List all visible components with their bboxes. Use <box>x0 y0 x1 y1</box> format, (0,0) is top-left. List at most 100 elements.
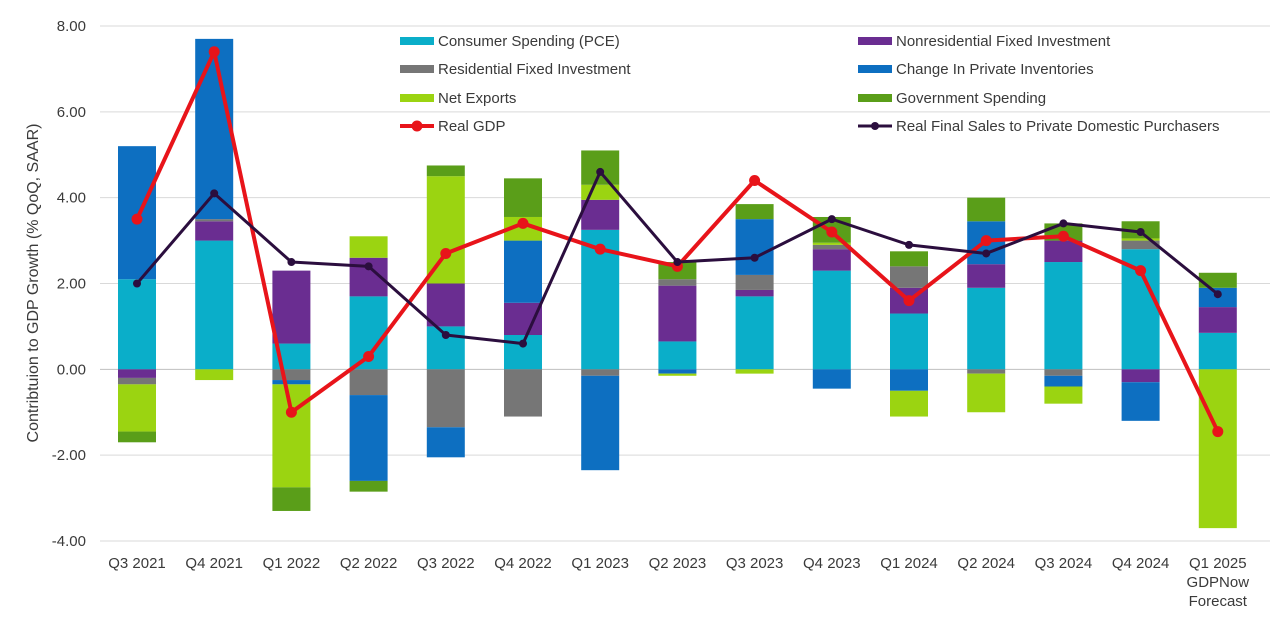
bar-government-spending <box>890 251 928 267</box>
bar-government-spending <box>118 431 156 443</box>
x-tick-label: Q2 2022 <box>340 555 398 572</box>
bar-change-in-private-inventories <box>349 395 388 481</box>
bar-nonresidential-fixed-investment <box>581 199 620 230</box>
bar-nonresidential-fixed-investment <box>118 369 156 378</box>
point-real-final-sales-to-private-domestic-purchasers <box>1059 219 1068 228</box>
x-tick-label-line: Q1 2023 <box>571 555 629 572</box>
point-real-gdp <box>1212 426 1224 438</box>
x-tick-label: Q3 2022 <box>417 555 475 572</box>
bar-change-in-private-inventories <box>504 240 542 303</box>
point-real-final-sales-to-private-domestic-purchasers <box>750 253 759 262</box>
point-real-final-sales-to-private-domestic-purchasers <box>441 331 450 339</box>
bar-government-spending <box>272 487 311 511</box>
bar-residential-fixed-investment <box>890 266 928 288</box>
y-tick-label: 6.00 <box>57 104 86 121</box>
bar-change-in-private-inventories <box>735 219 774 275</box>
point-real-final-sales-to-private-domestic-purchasers <box>905 240 913 249</box>
bar-government-spending <box>581 150 620 185</box>
legend-marker-real-final-sales-to-private-domestic-purchasers <box>871 122 879 130</box>
bar-net-exports <box>967 373 1006 413</box>
legend-label-change-in-private-inventories: Change In Private Inventories <box>896 61 1094 78</box>
bar-government-spending <box>349 480 388 492</box>
x-tick-label: Q4 2021 <box>185 555 243 572</box>
x-tick-label: Q4 2022 <box>494 555 552 572</box>
legend-swatch-nonresidential-fixed-investment <box>858 37 892 45</box>
bar-nonresidential-fixed-investment <box>1044 240 1083 263</box>
x-tick-label-line: Q2 2023 <box>649 555 707 572</box>
bar-residential-fixed-investment <box>581 369 620 376</box>
x-tick-label-line: GDPNow <box>1187 574 1250 591</box>
x-tick-label: Q2 2023 <box>649 555 707 572</box>
bar-nonresidential-fixed-investment <box>658 285 697 342</box>
y-tick-label: 0.00 <box>57 361 86 378</box>
bar-residential-fixed-investment <box>349 369 388 396</box>
x-tick-label-line: Q3 2021 <box>108 555 166 572</box>
legend-label-residential-fixed-investment: Residential Fixed Investment <box>438 61 631 78</box>
bar-net-exports <box>812 242 851 245</box>
point-real-final-sales-to-private-domestic-purchasers <box>673 258 682 267</box>
bar-nonresidential-fixed-investment <box>1198 307 1237 333</box>
bar-change-in-private-inventories <box>1044 375 1083 387</box>
point-real-gdp <box>131 213 143 225</box>
bar-nonresidential-fixed-investment <box>426 283 465 327</box>
bar-government-spending <box>967 197 1006 222</box>
bar-net-exports <box>1044 386 1083 404</box>
bar-consumer-spending-pce <box>967 287 1006 370</box>
x-tick-label-line: Q1 2022 <box>263 555 321 572</box>
bar-government-spending <box>426 165 465 177</box>
x-tick-label-line: Q2 2022 <box>340 555 398 572</box>
bar-net-exports <box>349 236 388 258</box>
bar-change-in-private-inventories <box>890 369 928 391</box>
bar-net-exports <box>658 373 697 376</box>
legend-label-real-gdp: Real GDP <box>438 118 506 135</box>
bar-net-exports <box>118 384 156 432</box>
bar-nonresidential-fixed-investment <box>504 302 542 335</box>
bar-net-exports <box>1121 238 1160 241</box>
bar-change-in-private-inventories <box>195 38 234 220</box>
legend-marker-real-gdp <box>411 120 423 132</box>
point-real-final-sales-to-private-domestic-purchasers <box>210 189 219 198</box>
bar-net-exports <box>195 369 234 381</box>
point-real-gdp <box>1057 230 1069 242</box>
x-tick-label: Q1 2025 GDPNow Forecast <box>1187 555 1250 610</box>
bar-net-exports <box>272 384 311 488</box>
legend-swatch-consumer-spending-pce <box>400 37 434 45</box>
bar-government-spending <box>1198 272 1237 288</box>
series-lines <box>131 46 1224 438</box>
bar-consumer-spending-pce <box>1044 262 1083 370</box>
point-real-final-sales-to-private-domestic-purchasers <box>287 258 296 267</box>
point-real-final-sales-to-private-domestic-purchasers <box>519 339 527 348</box>
point-real-gdp <box>517 217 529 229</box>
point-real-final-sales-to-private-domestic-purchasers <box>364 262 373 271</box>
bar-consumer-spending-pce <box>735 296 774 370</box>
legend-label-nonresidential-fixed-investment: Nonresidential Fixed Investment <box>896 33 1111 50</box>
x-tick-label: Q1 2024 <box>880 555 938 572</box>
bar-change-in-private-inventories <box>272 380 311 385</box>
bar-nonresidential-fixed-investment <box>195 221 234 241</box>
bar-change-in-private-inventories <box>658 369 697 374</box>
point-real-gdp <box>903 295 915 307</box>
bar-nonresidential-fixed-investment <box>967 264 1006 288</box>
x-tick-label: Q3 2023 <box>726 555 784 572</box>
legend: Consumer Spending (PCE) Nonresidential Fi… <box>400 33 1219 135</box>
point-real-gdp <box>594 243 606 255</box>
x-tick-label-line: Q1 2025 <box>1189 555 1247 572</box>
legend-swatch-change-in-private-inventories <box>858 65 892 73</box>
bar-nonresidential-fixed-investment <box>1121 369 1160 383</box>
y-axis-title: Contribtuion to GDP Growth (% QoQ, SAAR) <box>25 124 42 443</box>
bar-government-spending <box>504 178 542 217</box>
point-real-gdp <box>980 235 992 247</box>
bar-change-in-private-inventories <box>118 146 156 280</box>
legend-label-government-spending: Government Spending <box>896 90 1046 107</box>
x-tick-label-line: Q4 2022 <box>494 555 552 572</box>
x-tick-label-line: Q4 2023 <box>803 555 861 572</box>
bar-nonresidential-fixed-investment <box>735 289 774 297</box>
x-tick-label: Q1 2023 <box>571 555 629 572</box>
legend-swatch-government-spending <box>858 94 892 102</box>
point-real-gdp <box>749 175 761 186</box>
point-real-gdp <box>826 226 838 238</box>
x-tick-label-line: Q2 2024 <box>957 555 1015 572</box>
bar-consumer-spending-pce <box>1198 332 1237 370</box>
x-tick-label-line: Q4 2021 <box>185 555 243 572</box>
bar-nonresidential-fixed-investment <box>272 270 311 344</box>
